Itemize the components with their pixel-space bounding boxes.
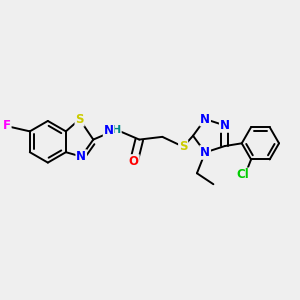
Text: S: S — [179, 140, 188, 153]
Text: F: F — [3, 119, 11, 132]
Text: S: S — [75, 113, 84, 126]
Text: Cl: Cl — [236, 168, 249, 181]
Text: H: H — [112, 125, 121, 135]
Text: N: N — [76, 150, 86, 163]
Text: N: N — [103, 124, 114, 137]
Text: N: N — [200, 146, 210, 159]
Text: O: O — [129, 155, 139, 168]
Text: N: N — [200, 112, 210, 126]
Text: N: N — [220, 119, 230, 132]
